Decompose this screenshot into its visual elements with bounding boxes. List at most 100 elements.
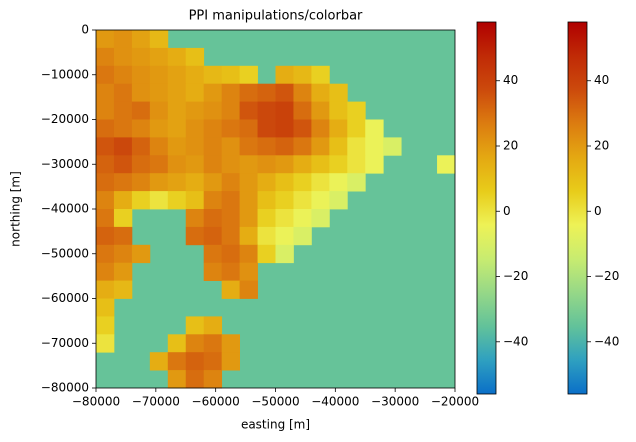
x-tick-label: −40000	[311, 395, 359, 409]
heatmap-cell	[203, 352, 223, 371]
heatmap-cell	[221, 119, 240, 138]
heatmap-cell	[185, 209, 205, 228]
colorbar-tick-label: 20	[503, 139, 518, 153]
heatmap-cell	[149, 47, 169, 67]
heatmap-cell	[167, 47, 187, 67]
heatmap-cell	[167, 155, 187, 174]
heatmap-cell	[311, 173, 330, 192]
heatmap-cell	[96, 30, 115, 49]
heatmap-cell	[383, 137, 402, 156]
heatmap-cell	[131, 47, 151, 67]
heatmap-cell	[185, 155, 205, 174]
heatmap-cell	[203, 119, 223, 138]
heatmap-cell	[167, 65, 187, 85]
heatmap-cell	[96, 334, 115, 353]
heatmap-cell	[96, 316, 115, 335]
heatmap-cell	[221, 262, 240, 281]
heatmap-cell	[275, 191, 294, 210]
heatmap-cell	[113, 244, 133, 264]
colorbar-tick-label: −40	[594, 334, 619, 348]
heatmap-cell	[131, 137, 151, 156]
heatmap-cell	[221, 155, 240, 174]
heatmap-cell	[113, 226, 133, 246]
heatmap-cell	[203, 137, 223, 156]
heatmap-cell	[185, 352, 205, 371]
heatmap-cell	[275, 226, 294, 246]
heatmap-cell	[221, 209, 240, 228]
heatmap-cell	[113, 83, 133, 102]
heatmap-cell	[221, 83, 240, 102]
heatmap-cell	[185, 101, 205, 120]
heatmap-cell	[347, 119, 366, 138]
heatmap-cell	[185, 47, 205, 67]
x-tick-label: −70000	[132, 395, 180, 409]
x-tick-label: −50000	[251, 395, 299, 409]
heatmap-cell	[113, 155, 133, 174]
heatmap-cell	[221, 334, 240, 353]
heatmap-cell	[347, 155, 366, 174]
heatmap-cell	[203, 262, 223, 281]
heatmap-cell	[347, 173, 366, 192]
heatmap-cell	[167, 173, 187, 192]
heatmap-cell	[329, 155, 348, 174]
colorbar-tick-label: 40	[594, 73, 609, 87]
colorbar	[476, 21, 497, 395]
heatmap-cell	[96, 101, 115, 120]
heatmap-cell	[329, 137, 348, 156]
heatmap-cell	[113, 137, 133, 156]
heatmap-cell	[149, 119, 169, 138]
heatmap-cell	[96, 244, 115, 264]
heatmap-cell	[131, 101, 151, 120]
heatmap-cell	[96, 137, 115, 156]
y-tick-label: −50000	[41, 246, 89, 260]
heatmap-cell	[239, 137, 258, 156]
heatmap-cell	[275, 209, 294, 228]
heatmap-cell	[96, 262, 115, 281]
heatmap-cell	[365, 155, 384, 174]
heatmap-cell	[203, 226, 223, 246]
heatmap-cell	[167, 83, 187, 102]
heatmap-cell	[131, 30, 151, 49]
heatmap-cell	[149, 30, 169, 49]
heatmap-cell	[131, 65, 151, 85]
heatmap-cell	[96, 298, 115, 317]
heatmap-cell	[131, 244, 151, 264]
heatmap-cell	[311, 101, 330, 120]
heatmap-cell	[167, 370, 187, 389]
heatmap-cell	[185, 316, 205, 335]
y-axis-label: northing [m]	[9, 171, 23, 247]
heatmap-cell	[185, 83, 205, 102]
heatmap-cell	[239, 173, 258, 192]
heatmap-cell	[239, 83, 258, 102]
heatmap-cell	[167, 101, 187, 120]
heatmap-cell	[257, 119, 276, 138]
heatmap-cell	[131, 119, 151, 138]
heatmap-cell	[221, 244, 240, 264]
heatmap-cell	[329, 191, 348, 210]
heatmap-cell	[113, 119, 133, 138]
heatmap-cell	[203, 209, 223, 228]
heatmap-cell	[203, 173, 223, 192]
heatmap-cell	[96, 83, 115, 102]
heatmap-cell	[203, 155, 223, 174]
heatmap-cell	[257, 226, 276, 246]
heatmap-cell	[96, 209, 115, 228]
heatmap-cell	[185, 191, 205, 210]
heatmap-cell	[365, 137, 384, 156]
heatmap-cell	[185, 65, 205, 85]
heatmap-cell	[185, 173, 205, 192]
heatmap-cell	[293, 137, 312, 156]
colorbar-tick-label: −20	[594, 269, 619, 283]
heatmap-cell	[113, 173, 133, 192]
y-tick-label: 0	[81, 23, 89, 37]
heatmap-cell	[131, 155, 151, 174]
heatmap-cell	[149, 65, 169, 85]
heatmap-cell	[185, 370, 205, 389]
heatmap-cell	[293, 191, 312, 210]
heatmap-cell	[257, 137, 276, 156]
heatmap-cell	[329, 173, 348, 192]
heatmap-cell	[221, 173, 240, 192]
heatmap-cell	[167, 137, 187, 156]
heatmap-cell	[257, 191, 276, 210]
heatmap-cell	[257, 173, 276, 192]
